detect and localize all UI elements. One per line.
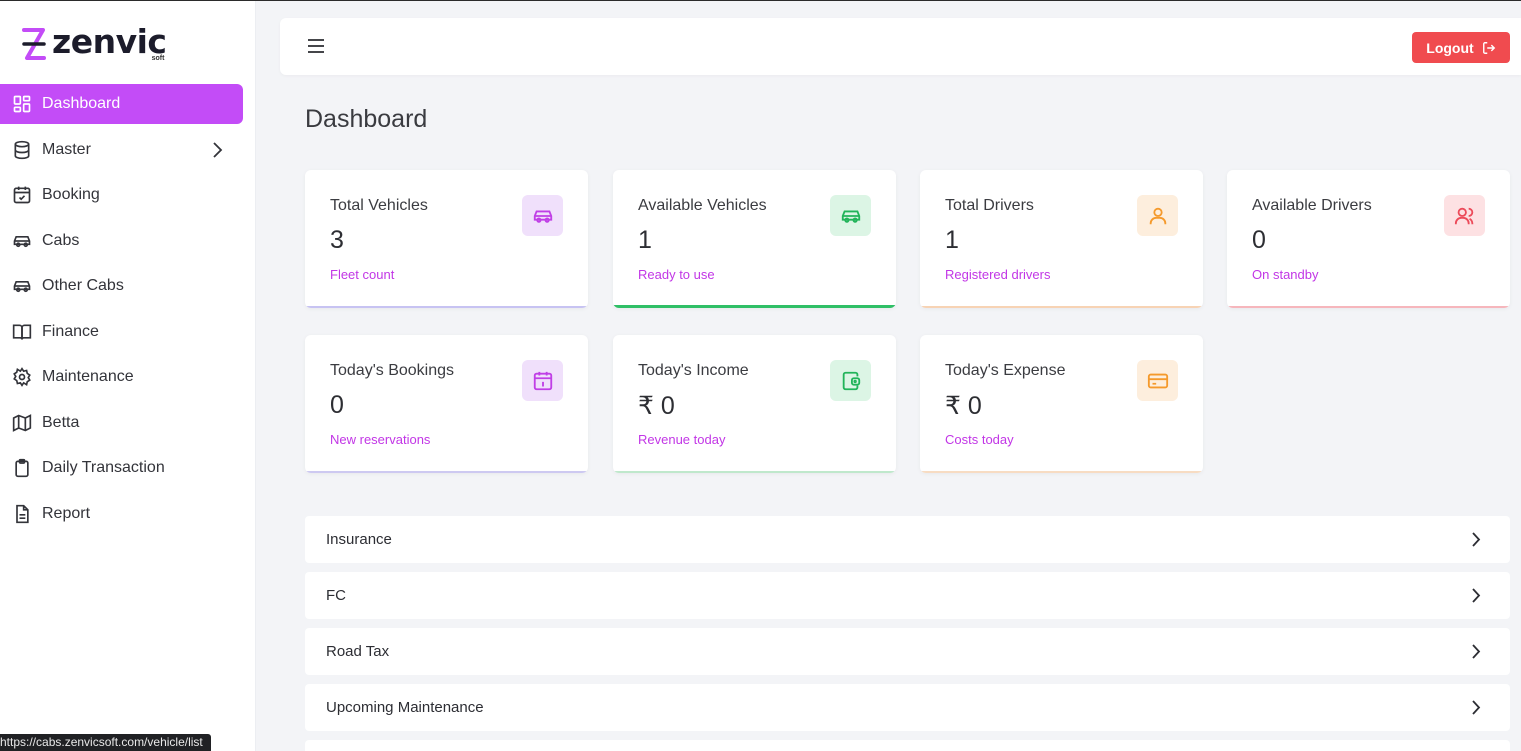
chevron-right-icon [1472, 532, 1481, 547]
sidebar: zenvic soft Dashboard Master Booking [0, 1, 256, 751]
stat-value: 3 [330, 226, 344, 254]
section-label: Upcoming Maintenance [326, 699, 484, 716]
sidebar-item-report[interactable]: Report [0, 494, 243, 534]
stat-title: Total Vehicles [330, 197, 428, 214]
users-icon [1444, 195, 1485, 236]
car-icon [12, 276, 32, 296]
file-text-icon [12, 504, 32, 524]
sidebar-item-betta[interactable]: Betta [0, 403, 243, 443]
stat-card-todays-expense[interactable]: Today's Expense ₹ 0 Costs today [920, 335, 1203, 473]
stat-subtitle: Fleet count [330, 267, 395, 282]
stat-title: Available Vehicles [638, 197, 767, 214]
card-accent-bar [305, 471, 588, 473]
sidebar-nav: Dashboard Master Booking Cabs Other C [0, 84, 243, 539]
sidebar-item-label: Other Cabs [42, 277, 124, 294]
section-insurance[interactable]: Insurance [305, 516, 1510, 563]
credit-card-icon [1137, 360, 1178, 401]
user-icon [1137, 195, 1178, 236]
stat-card-available-drivers[interactable]: Available Drivers 0 On standby [1227, 170, 1510, 308]
sidebar-item-label: Maintenance [42, 368, 134, 385]
stat-card-total-vehicles[interactable]: Total Vehicles 3 Fleet count [305, 170, 588, 308]
stat-card-total-drivers[interactable]: Total Drivers 1 Registered drivers [920, 170, 1203, 308]
stat-card-todays-bookings[interactable]: Today's Bookings 0 New reservations [305, 335, 588, 473]
section-label: FC [326, 587, 346, 604]
stat-title: Available Drivers [1252, 197, 1372, 214]
stat-value: 0 [1252, 226, 1266, 254]
stat-card-todays-income[interactable]: Today's Income ₹ 0 Revenue today [613, 335, 896, 473]
card-accent-bar [305, 306, 588, 308]
chevron-right-icon [1472, 588, 1481, 603]
sidebar-item-label: Finance [42, 322, 99, 340]
stat-title: Today's Bookings [330, 362, 455, 379]
hamburger-menu-icon[interactable] [306, 36, 326, 56]
sidebar-item-other-cabs[interactable]: Other Cabs [0, 266, 243, 306]
gear-icon [12, 367, 32, 387]
stat-value: ₹ 0 [638, 392, 675, 420]
brand-name: zenvic [52, 22, 167, 61]
stat-value: ₹ 0 [945, 392, 982, 420]
page-title: Dashboard [305, 105, 428, 133]
brand-logo[interactable]: zenvic soft [22, 22, 167, 65]
section-upcoming-maintenance[interactable]: Upcoming Maintenance [305, 684, 1510, 731]
clipboard-icon [12, 458, 32, 478]
sidebar-item-master[interactable]: Master [0, 130, 243, 170]
card-accent-bar [613, 305, 896, 308]
section-label: Road Tax [326, 643, 390, 660]
calendar-icon [522, 360, 563, 401]
database-icon [12, 140, 32, 160]
stat-title: Total Drivers [945, 197, 1034, 214]
logo-mark-icon [22, 28, 46, 60]
stat-subtitle: Ready to use [638, 267, 715, 282]
logout-label: Logout [1426, 39, 1474, 56]
card-accent-bar [1227, 306, 1510, 308]
sidebar-item-label: Master [42, 140, 91, 158]
sidebar-item-booking[interactable]: Booking [0, 175, 243, 215]
car-icon [830, 195, 871, 236]
section-fc[interactable]: FC [305, 572, 1510, 619]
topbar: Logout [280, 18, 1521, 75]
stat-subtitle: Revenue today [638, 432, 726, 447]
logout-icon [1482, 41, 1495, 54]
logout-button[interactable]: Logout [1412, 32, 1510, 63]
car-icon [12, 231, 32, 251]
stat-value: 1 [638, 226, 652, 254]
chevron-right-icon [1472, 700, 1481, 715]
sidebar-item-finance[interactable]: Finance [0, 312, 243, 352]
section-label: Insurance [326, 531, 392, 548]
map-icon [12, 413, 32, 433]
card-accent-bar [920, 306, 1203, 308]
browser-status-url: https://cabs.zenvicsoft.com/vehicle/list [0, 734, 211, 751]
stat-title: Today's Expense [945, 362, 1066, 379]
sidebar-item-label: Cabs [42, 231, 80, 249]
wallet-icon [830, 360, 871, 401]
chevron-right-icon [213, 141, 223, 158]
sidebar-item-cabs[interactable]: Cabs [0, 221, 243, 261]
calendar-check-icon [12, 185, 32, 205]
stat-title: Today's Income [638, 362, 749, 379]
sidebar-item-label: Betta [42, 413, 80, 431]
sidebar-item-daily-transaction[interactable]: Daily Transaction [0, 448, 243, 488]
sidebar-item-label: Report [42, 504, 91, 522]
section-partial[interactable] [305, 740, 1510, 751]
sidebar-item-dashboard[interactable]: Dashboard [0, 84, 243, 124]
stat-value: 0 [330, 391, 344, 419]
stat-subtitle: Costs today [945, 432, 1014, 447]
dashboard-grid-icon [12, 94, 32, 114]
section-road-tax[interactable]: Road Tax [305, 628, 1510, 675]
sidebar-item-maintenance[interactable]: Maintenance [0, 357, 243, 397]
stat-subtitle: Registered drivers [945, 267, 1051, 282]
car-icon [522, 195, 563, 236]
sidebar-item-label: Booking [42, 186, 100, 203]
sidebar-item-label: Daily Transaction [42, 459, 165, 476]
brand-sub: soft [151, 55, 165, 62]
stat-card-available-vehicles[interactable]: Available Vehicles 1 Ready to use [613, 170, 896, 308]
card-accent-bar [920, 471, 1203, 473]
sidebar-item-label: Dashboard [42, 95, 121, 112]
stat-subtitle: On standby [1252, 267, 1319, 282]
book-open-icon [12, 322, 32, 342]
card-accent-bar [613, 471, 896, 473]
stat-subtitle: New reservations [330, 432, 431, 447]
chevron-right-icon [1472, 644, 1481, 659]
stat-value: 1 [945, 226, 959, 254]
